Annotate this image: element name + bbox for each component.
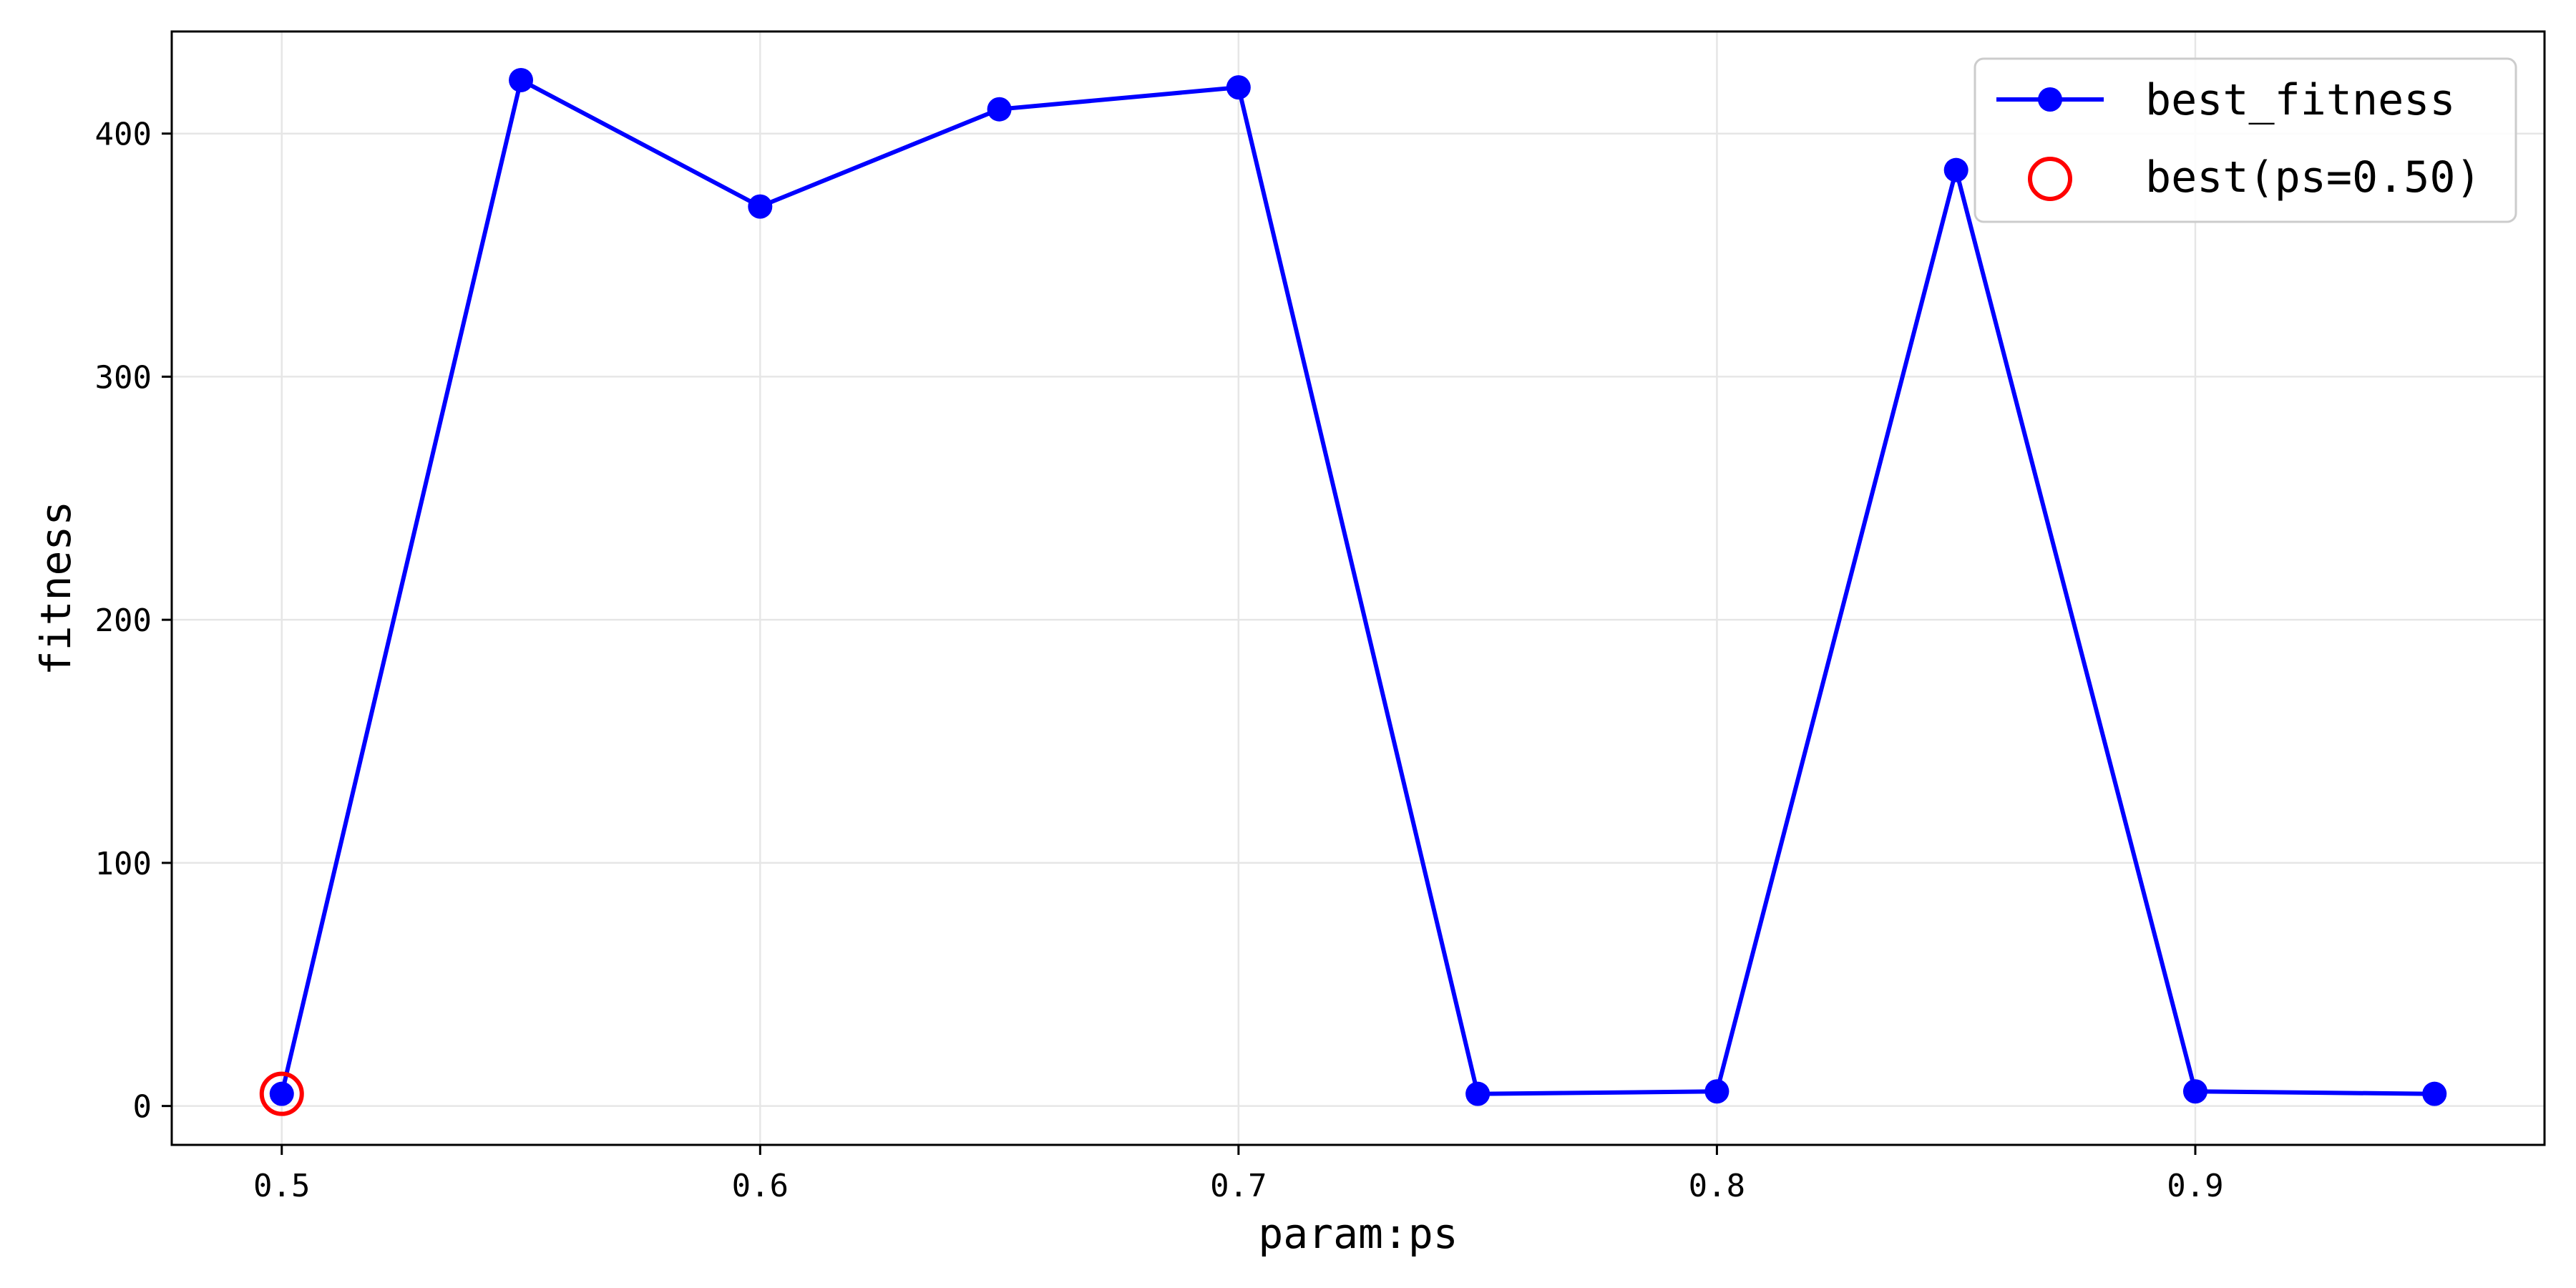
- data-point: [987, 97, 1012, 122]
- legend-best-marker-swatch: [2028, 157, 2072, 201]
- x-tick-label: 0.5: [253, 1168, 310, 1204]
- legend-marker-swatch: [2038, 87, 2062, 112]
- data-point: [748, 194, 773, 219]
- data-point: [2182, 1079, 2207, 1104]
- y-tick-label: 400: [95, 117, 152, 153]
- data-point: [269, 1081, 294, 1106]
- x-tick-label: 0.9: [2167, 1168, 2223, 1204]
- x-tick-label: 0.8: [1689, 1168, 1745, 1204]
- best-point-highlight: [259, 1071, 304, 1116]
- series-best-fitness: [269, 67, 2447, 1106]
- y-tick-label: 200: [95, 602, 152, 639]
- data-point: [509, 67, 534, 92]
- legend-entry-best: best(ps=0.50): [2145, 152, 2482, 203]
- y-tick-label: 300: [95, 359, 152, 396]
- data-point: [1704, 1079, 1729, 1104]
- plot-area-frame: [170, 30, 2546, 1146]
- legend-box: [1974, 57, 2517, 223]
- y-tick-label: 100: [95, 846, 152, 882]
- best-point-marker: [259, 1071, 304, 1116]
- y-axis-label: fitness: [31, 501, 80, 675]
- legend-entry-best-fitness: best_fitness: [2145, 75, 2455, 125]
- series-line: [279, 77, 2435, 1096]
- y-tick-label: 0: [133, 1089, 152, 1126]
- legend: best_fitness best(ps=0.50): [1974, 57, 2517, 223]
- axis-ticks: 0.5 0.6 0.7 0.8 0.9 0 100 200 300 400: [95, 117, 2224, 1204]
- x-axis-label: param:ps: [1258, 1209, 1458, 1258]
- x-tick-label: 0.6: [732, 1168, 789, 1204]
- x-tick-label: 0.7: [1210, 1168, 1267, 1204]
- data-point: [2422, 1081, 2447, 1106]
- data-point: [1465, 1081, 1491, 1106]
- data-point: [1226, 75, 1251, 100]
- data-point: [1943, 157, 1968, 182]
